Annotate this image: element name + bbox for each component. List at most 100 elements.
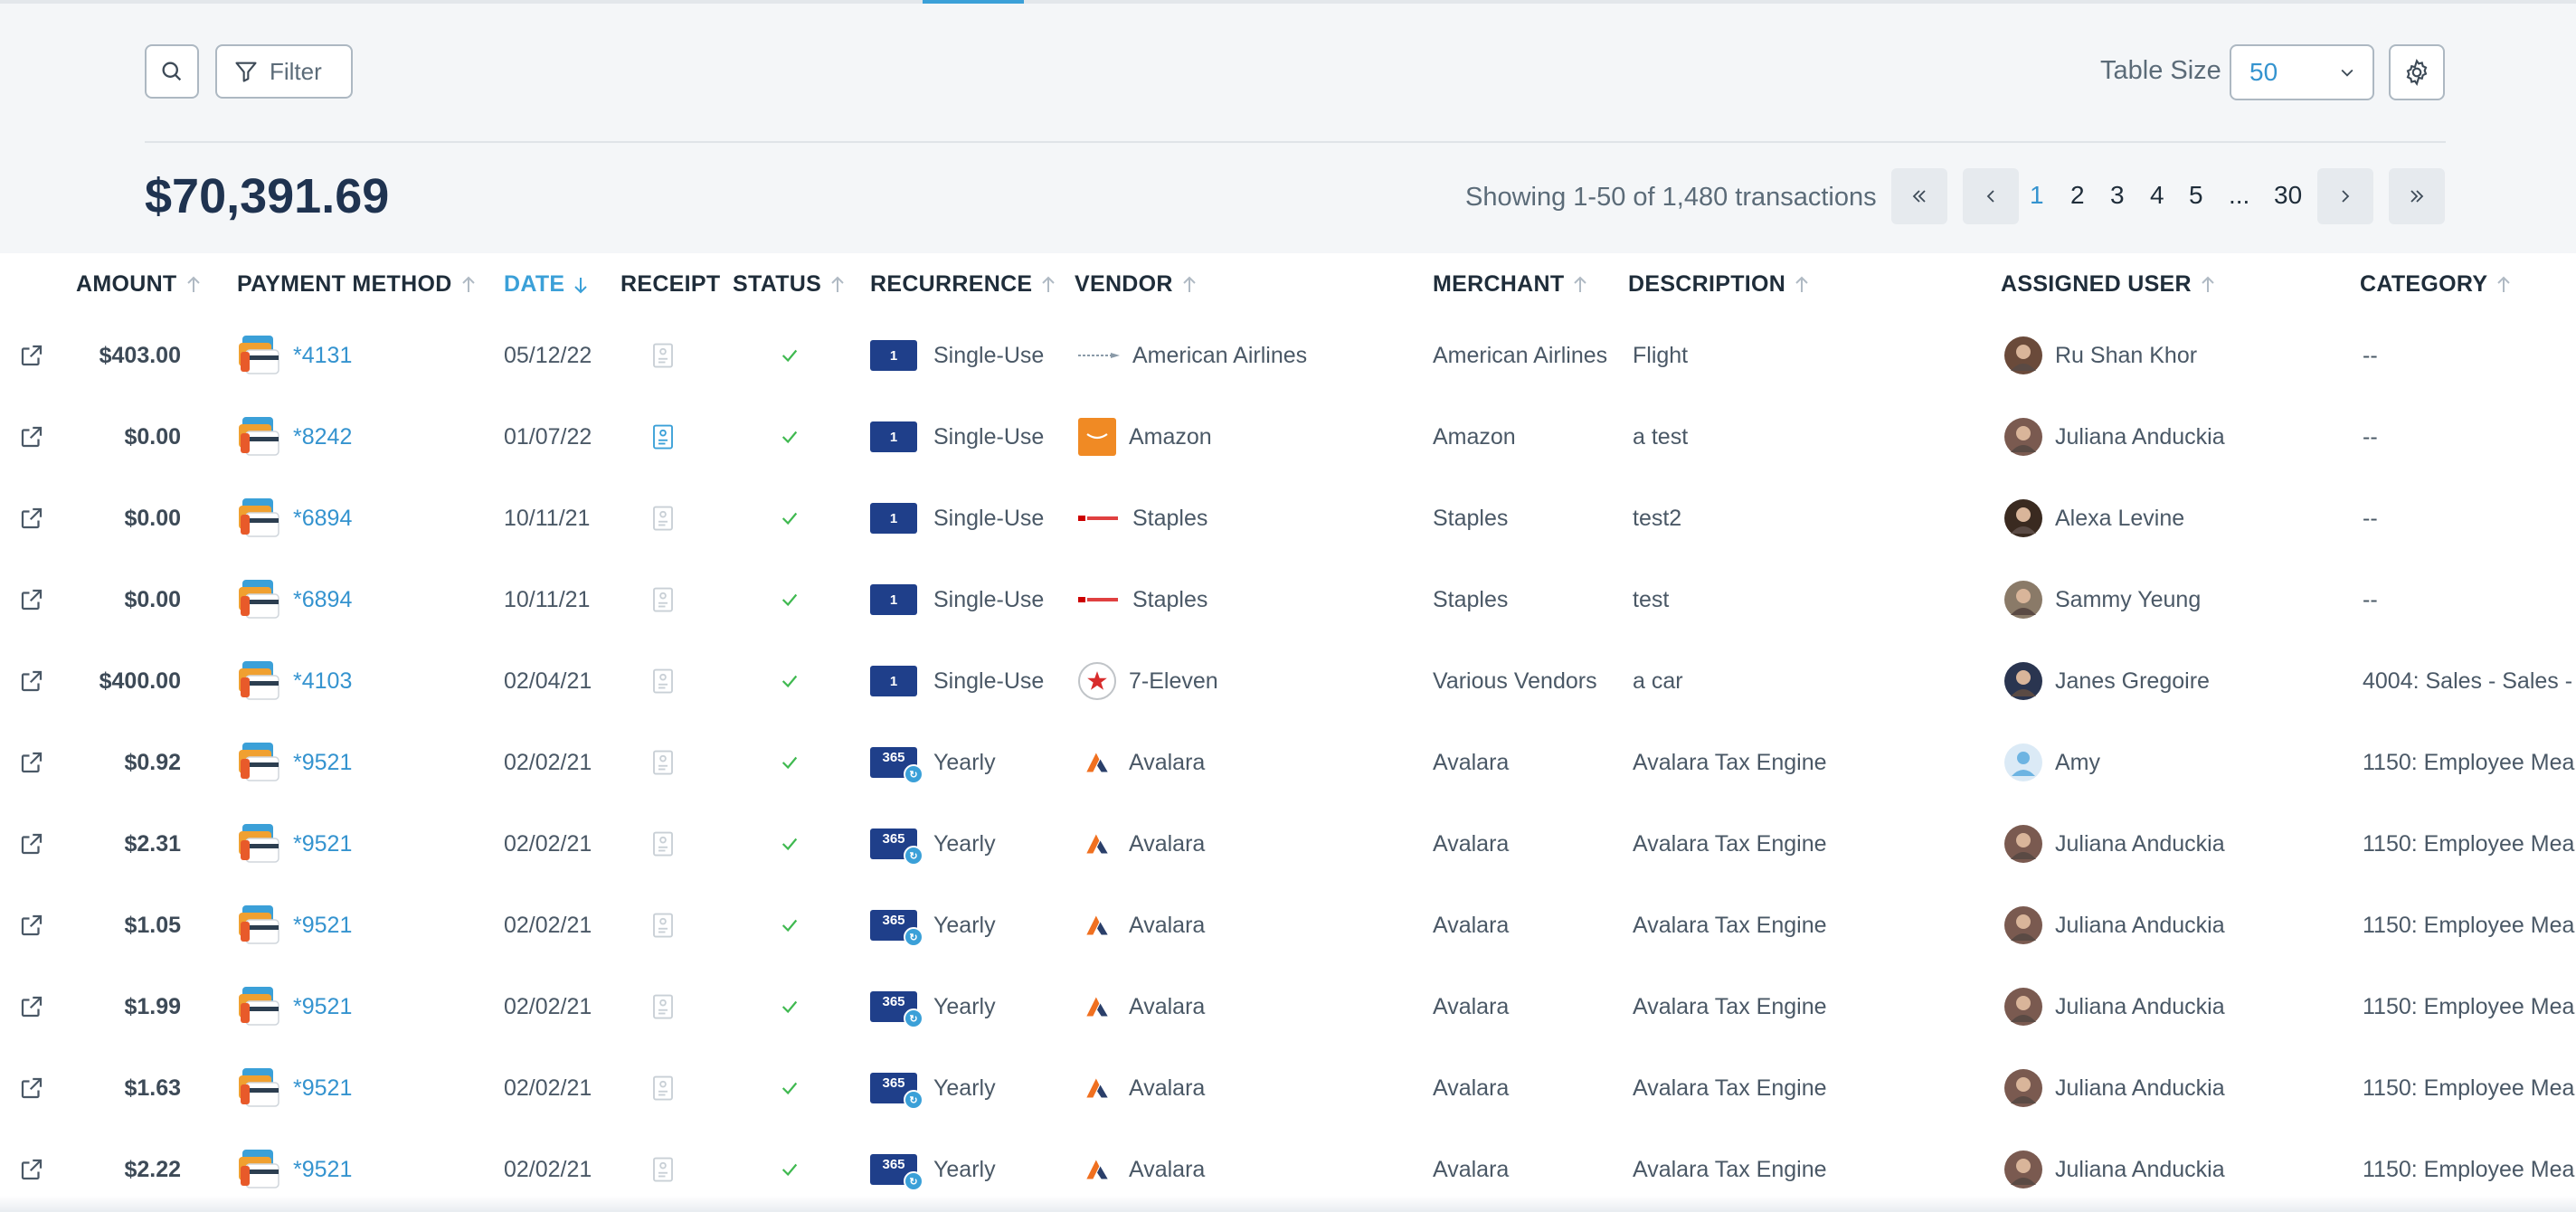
open-transaction-button[interactable] xyxy=(18,559,45,640)
sync-icon: ↻ xyxy=(904,846,923,866)
open-transaction-button[interactable] xyxy=(18,478,45,559)
amount-cell: $0.00 xyxy=(124,423,181,450)
card-link[interactable]: *9521 xyxy=(293,830,353,857)
receipt-cell[interactable] xyxy=(651,640,675,722)
receipt-cell[interactable] xyxy=(651,885,675,966)
search-button[interactable] xyxy=(145,44,199,99)
receipt-missing-icon[interactable] xyxy=(651,586,675,613)
receipt-cell[interactable] xyxy=(651,1047,675,1129)
open-external-icon[interactable] xyxy=(18,993,45,1020)
table-row[interactable]: $400.00 *4103 02/04/21 1 Single-Use 7-Eleven V… xyxy=(0,640,2576,724)
open-external-icon[interactable] xyxy=(18,830,45,857)
col-date[interactable]: DATE xyxy=(504,271,590,298)
receipt-cell[interactable] xyxy=(651,1129,675,1210)
col-receipt[interactable]: RECEIPT xyxy=(620,271,720,298)
receipt-missing-icon[interactable] xyxy=(651,993,675,1020)
card-link[interactable]: *8242 xyxy=(293,423,353,450)
open-external-icon[interactable] xyxy=(18,668,45,695)
recurrence-badge-label: 1 xyxy=(889,673,898,689)
col-amount[interactable]: AMOUNT xyxy=(76,271,203,298)
card-link[interactable]: *9521 xyxy=(293,993,353,1019)
open-external-icon[interactable] xyxy=(18,342,45,369)
vendor-cell: Avalara xyxy=(1078,966,1205,1047)
col-description[interactable]: DESCRIPTION xyxy=(1628,271,1811,298)
open-external-icon[interactable] xyxy=(18,505,45,532)
next-page-button[interactable] xyxy=(2317,168,2373,224)
status-cell xyxy=(780,885,800,966)
open-transaction-button[interactable] xyxy=(18,1129,45,1210)
card-link[interactable]: *9521 xyxy=(293,749,353,775)
sort-desc-arrow-icon xyxy=(574,277,588,293)
table-row[interactable]: $0.00 *6894 10/11/21 1 Single-Use Staples Stap… xyxy=(0,478,2576,561)
open-transaction-button[interactable] xyxy=(18,1047,45,1129)
card-link[interactable]: *9521 xyxy=(293,1075,353,1101)
table-row[interactable]: $403.00 *4131 05/12/22 1 Single-Use American … xyxy=(0,315,2576,398)
open-transaction-button[interactable] xyxy=(18,966,45,1047)
card-link[interactable]: *9521 xyxy=(293,912,353,938)
card-link[interactable]: *4131 xyxy=(293,342,353,368)
receipt-cell[interactable] xyxy=(651,559,675,640)
table-row[interactable]: $1.99 *9521 02/02/21 365 ↻ Yearly Avalara Avala… xyxy=(0,966,2576,1049)
table-size-select[interactable]: 50 xyxy=(2230,44,2374,100)
open-external-icon[interactable] xyxy=(18,912,45,939)
table-row[interactable]: $0.92 *9521 02/02/21 365 ↻ Yearly Avalara Avala… xyxy=(0,722,2576,805)
open-external-icon[interactable] xyxy=(18,423,45,450)
card-link[interactable]: *6894 xyxy=(293,586,353,612)
table-row[interactable]: $2.31 *9521 02/02/21 365 ↻ Yearly Avalara Avala… xyxy=(0,803,2576,886)
open-transaction-button[interactable] xyxy=(18,396,45,478)
prev-page-button[interactable] xyxy=(1963,168,2019,224)
receipt-cell[interactable] xyxy=(651,722,675,803)
table-row[interactable]: $1.05 *9521 02/02/21 365 ↻ Yearly Avalara Avala… xyxy=(0,885,2576,968)
receipt-missing-icon[interactable] xyxy=(651,1156,675,1183)
page-5[interactable]: 5 xyxy=(2189,181,2203,209)
receipt-missing-icon[interactable] xyxy=(651,668,675,695)
card-link[interactable]: *9521 xyxy=(293,1156,353,1182)
col-recurrence[interactable]: RECURRENCE xyxy=(870,271,1057,298)
table-row[interactable]: $0.00 *8242 01/07/22 1 Single-Use Amazon Amazo… xyxy=(0,396,2576,479)
col-status[interactable]: STATUS xyxy=(733,271,847,298)
check-icon xyxy=(781,1163,798,1177)
col-payment-method[interactable]: PAYMENT METHOD xyxy=(237,271,478,298)
open-transaction-button[interactable] xyxy=(18,722,45,803)
open-transaction-button[interactable] xyxy=(18,315,45,396)
col-assigned-user[interactable]: ASSIGNED USER xyxy=(2001,271,2217,298)
open-external-icon[interactable] xyxy=(18,1075,45,1102)
receipt-missing-icon[interactable] xyxy=(651,749,675,776)
receipt-attached-icon[interactable] xyxy=(651,423,675,450)
table-row[interactable]: $0.00 *6894 10/11/21 1 Single-Use Staples Stap… xyxy=(0,559,2576,642)
first-page-button[interactable] xyxy=(1891,168,1947,224)
col-merchant[interactable]: MERCHANT xyxy=(1433,271,1589,298)
amount-cell: $1.99 xyxy=(124,993,181,1019)
page-3[interactable]: 3 xyxy=(2110,181,2125,209)
receipt-missing-icon[interactable] xyxy=(651,342,675,369)
open-external-icon[interactable] xyxy=(18,749,45,776)
merchant-cell: Avalara xyxy=(1433,749,1510,775)
open-transaction-button[interactable] xyxy=(18,803,45,885)
table-settings-button[interactable] xyxy=(2389,44,2445,100)
receipt-cell[interactable] xyxy=(651,396,675,478)
card-link[interactable]: *6894 xyxy=(293,505,353,531)
receipt-missing-icon[interactable] xyxy=(651,505,675,532)
card-link[interactable]: *4103 xyxy=(293,668,353,694)
receipt-missing-icon[interactable] xyxy=(651,1075,675,1102)
receipt-missing-icon[interactable] xyxy=(651,830,675,857)
open-transaction-button[interactable] xyxy=(18,640,45,722)
receipt-cell[interactable] xyxy=(651,966,675,1047)
table-row[interactable]: $1.63 *9521 02/02/21 365 ↻ Yearly Avalara Avala… xyxy=(0,1047,2576,1131)
page-30[interactable]: 30 xyxy=(2274,181,2303,209)
receipt-cell[interactable] xyxy=(651,478,675,559)
filter-button[interactable]: Filter xyxy=(215,44,353,99)
page-2[interactable]: 2 xyxy=(2070,181,2085,209)
col-vendor[interactable]: VENDOR xyxy=(1075,271,1198,298)
last-page-button[interactable] xyxy=(2389,168,2445,224)
open-external-icon[interactable] xyxy=(18,1156,45,1183)
page-1[interactable]: 1 xyxy=(2030,181,2044,209)
receipt-missing-icon[interactable] xyxy=(651,912,675,939)
receipt-cell[interactable] xyxy=(651,315,675,396)
receipt-cell[interactable] xyxy=(651,803,675,885)
page-4[interactable]: 4 xyxy=(2150,181,2164,209)
col-category[interactable]: CATEGORY xyxy=(2360,271,2513,298)
open-external-icon[interactable] xyxy=(18,586,45,613)
recurrence-cell: 1 Single-Use xyxy=(870,396,1044,478)
open-transaction-button[interactable] xyxy=(18,885,45,966)
